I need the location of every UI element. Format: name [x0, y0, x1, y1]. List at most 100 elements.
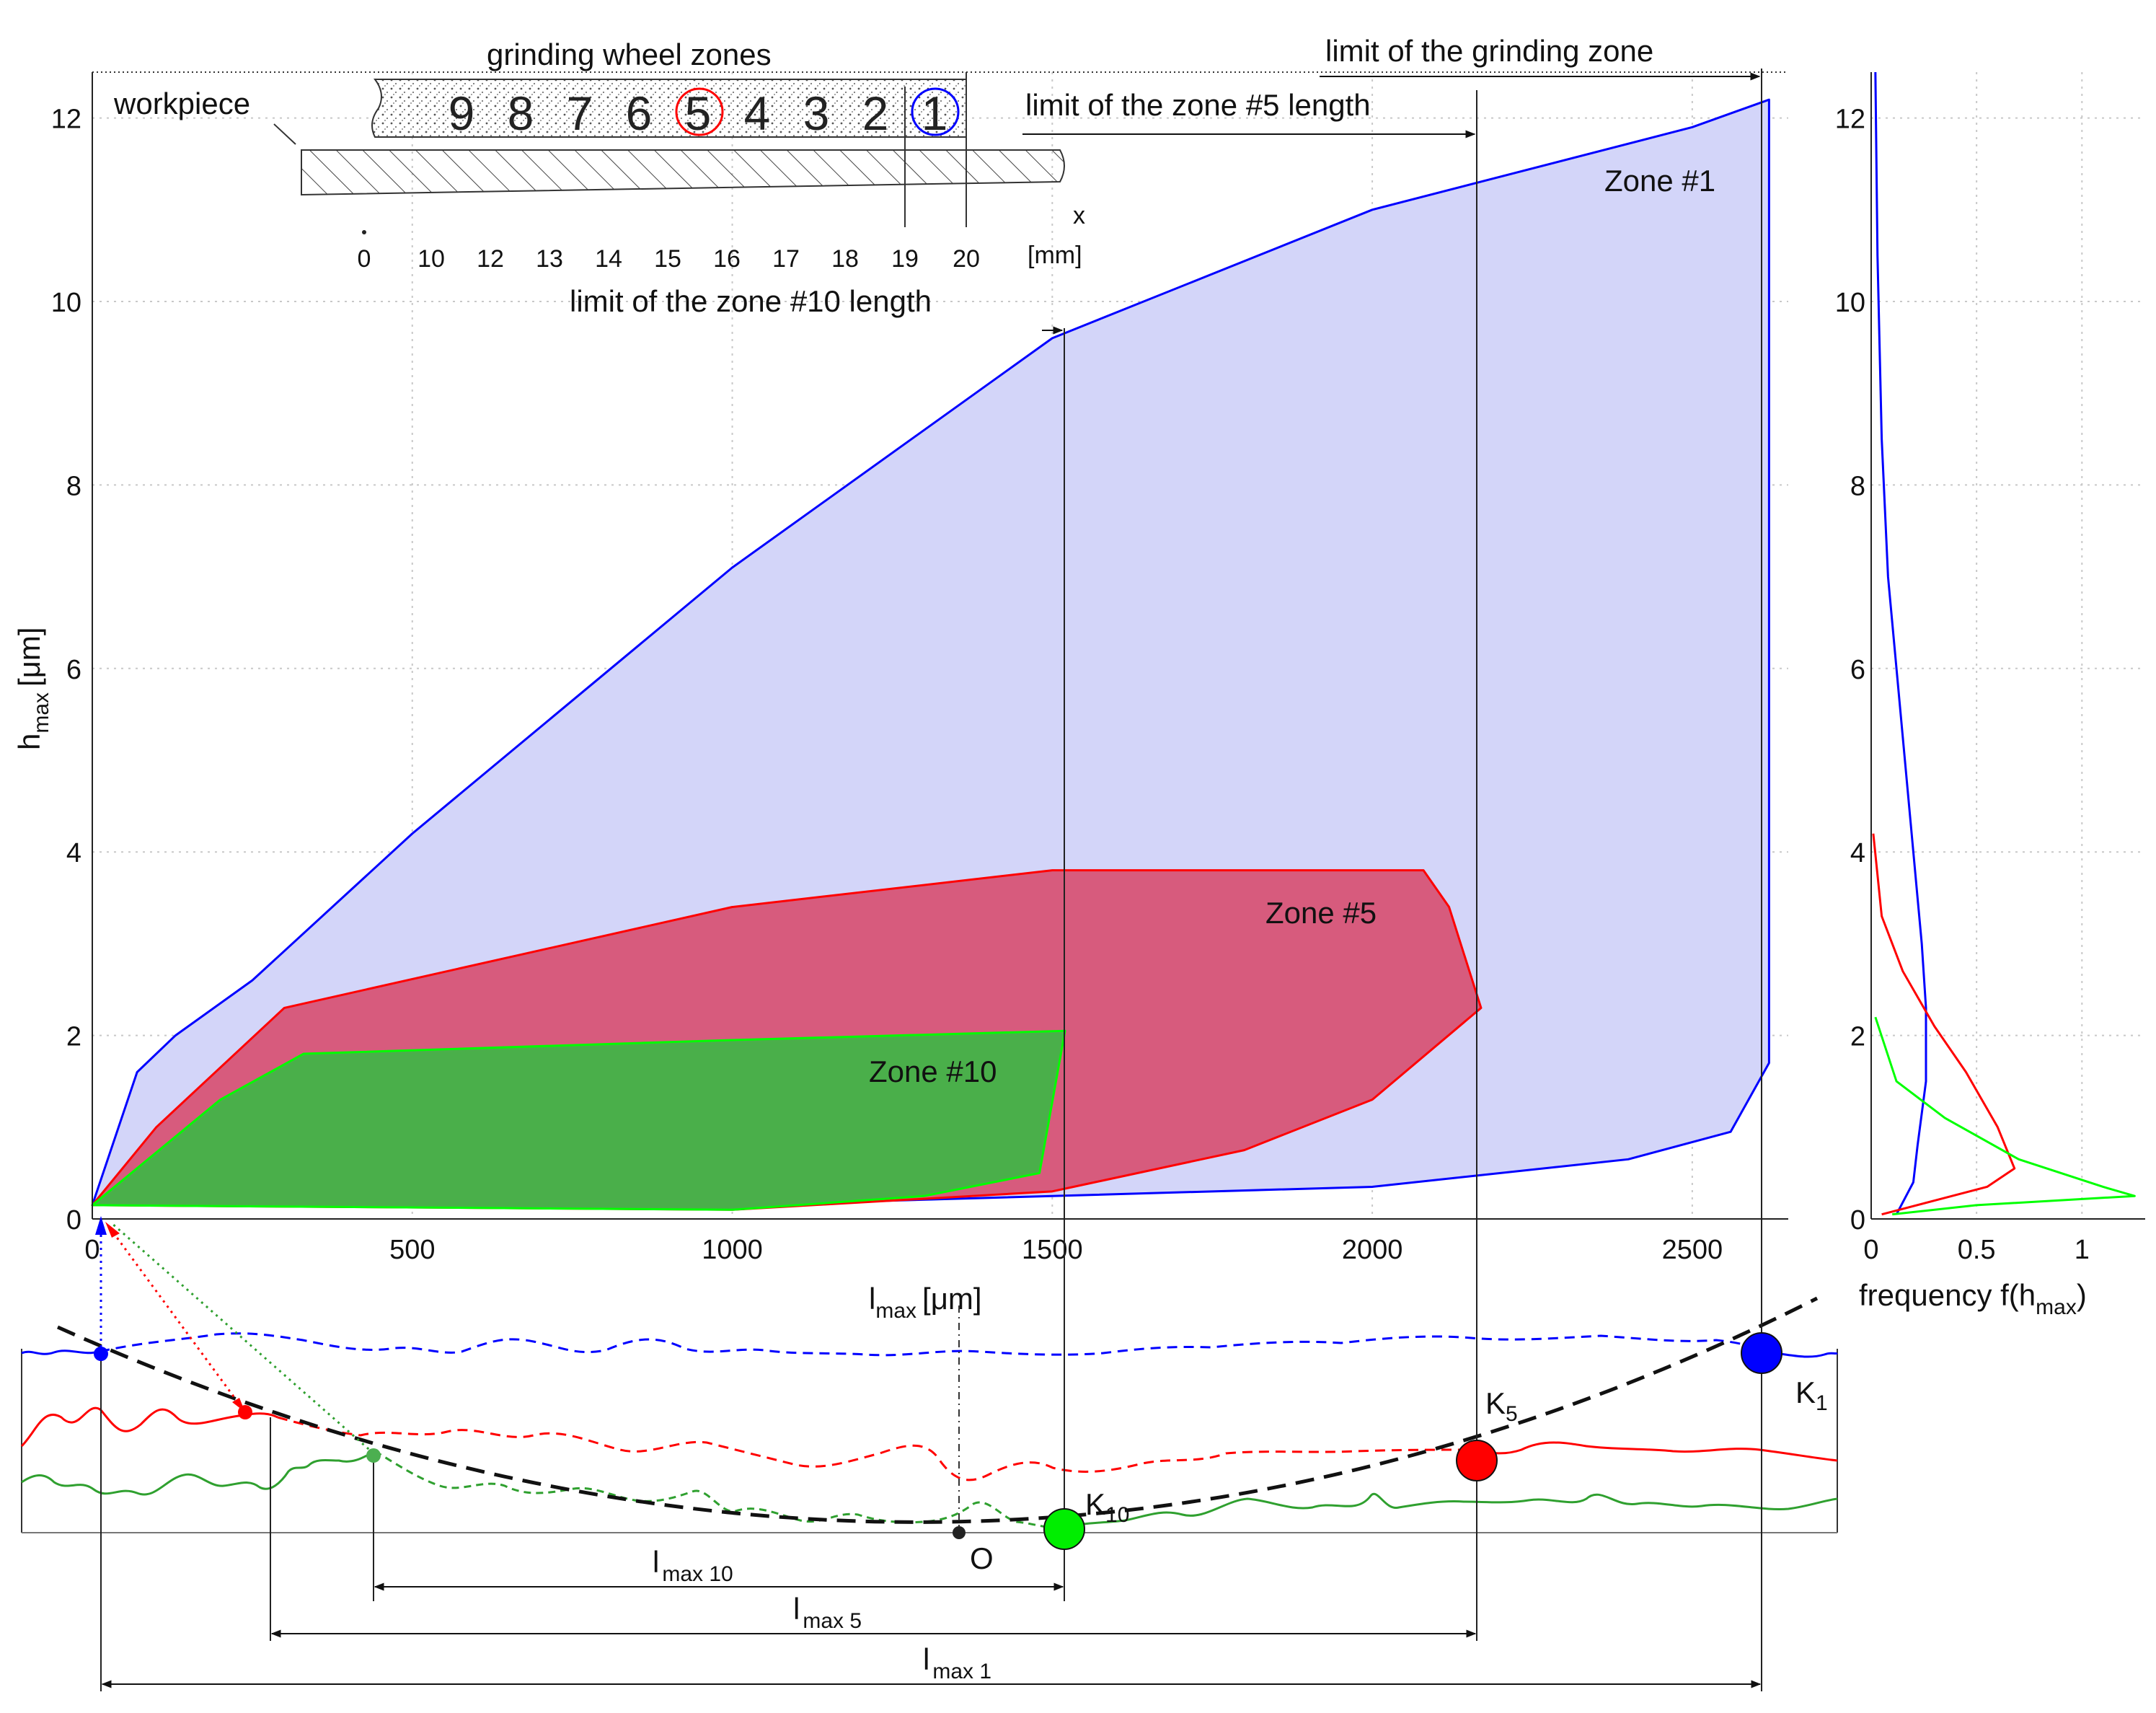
point-k1 [1741, 1332, 1782, 1374]
inset-origin-dot [362, 230, 366, 234]
side-y-tick-label: 10 [1835, 288, 1865, 318]
inset-scale-tick: 19 [891, 245, 919, 273]
side-series [1872, 71, 2136, 1216]
inset-scale-tick: 0 [358, 245, 371, 273]
side-axes [1870, 72, 2145, 1220]
red-profile-right [1467, 1441, 1838, 1462]
red-profile-dashed [277, 1416, 1468, 1481]
workpiece-leader [273, 123, 296, 145]
red-arrowhead-top [105, 1222, 120, 1238]
blue-start-dot [94, 1347, 108, 1361]
limit-grinding-zone-text: limit of the grinding zone [1325, 34, 1653, 68]
inset-scale-tick: 17 [772, 245, 800, 273]
inset-scale-ticks: 0 10 12 13 14 15 16 17 18 19 20 [358, 230, 980, 273]
freq-line-zone10 [1874, 1016, 2136, 1216]
side-y-tick-label: 0 [1850, 1205, 1865, 1236]
inset-scale-tick: 14 [595, 245, 622, 273]
zone5-label: Zone #5 [1265, 896, 1377, 930]
point-k10 [1043, 1508, 1085, 1550]
label-k1: K1 [1795, 1375, 1828, 1415]
zone-number: 6 [626, 87, 653, 140]
side-grid [1871, 72, 2145, 1219]
x-axis-label: lmax [μm] [869, 1282, 982, 1323]
zone-areas [91, 98, 1770, 1211]
red-start-dot [238, 1405, 252, 1419]
side-x-tick-label: 0 [1863, 1235, 1878, 1265]
zone5-ring [675, 87, 724, 136]
label-k10: K10 [1085, 1487, 1129, 1527]
side-y-ticks: 0 2 4 6 8 10 12 [1835, 105, 1865, 1236]
zone-area-10 [91, 1029, 1066, 1211]
label-lmax5: l max 5 [793, 1592, 862, 1633]
freq-line-zone1 [1874, 71, 1927, 1215]
side-x-ticks: 0 0.5 1 [1863, 1235, 2089, 1265]
main-x-tick-label: 0 [84, 1235, 100, 1265]
limit-zone10-text: limit of the zone #10 length [570, 284, 932, 318]
side-y-tick-label: 4 [1850, 838, 1865, 868]
zone-number: 4 [744, 87, 771, 140]
limit-zone5-text: limit of the zone #5 length [1025, 88, 1371, 122]
main-y-tick-label: 8 [66, 471, 81, 501]
blue-arrowhead [95, 1216, 107, 1235]
side-y-tick-label: 2 [1850, 1022, 1865, 1052]
main-axes [92, 72, 1788, 1220]
inset-scale-tick: 15 [654, 245, 681, 273]
label-o: O [970, 1541, 994, 1575]
main-y-tick-label: 12 [51, 105, 81, 135]
side-x-tick-label: 0.5 [1958, 1235, 1996, 1265]
zone-number: 5 [685, 87, 712, 140]
inset-scale-tick: 16 [713, 245, 741, 273]
red-dotted-link [108, 1227, 247, 1413]
y-axis-label: hmax[μm] [12, 627, 53, 750]
surface-profile-schematic: K1 K5 K10 O l max 10 l max 5 l max 1 [20, 1216, 1838, 1691]
side-x-tick-label: 1 [2075, 1235, 2090, 1265]
workpiece-label: workpiece [113, 87, 250, 120]
inset-axis-x: x [1073, 202, 1085, 229]
zone-number: 1 [922, 87, 948, 140]
zone-number: 9 [449, 87, 475, 140]
label-lmax10: l max 10 [653, 1545, 733, 1586]
green-profile-right [1059, 1492, 1838, 1531]
side-y-tick-label: 6 [1850, 655, 1865, 685]
inset-scale-tick: 12 [477, 245, 504, 273]
zone1-ring [911, 87, 960, 136]
main-x-tick-label: 500 [389, 1235, 435, 1265]
main-x-ticks: 0 500 1000 1500 2000 2500 [84, 1235, 1723, 1265]
main-y-tick-label: 2 [66, 1022, 81, 1052]
green-profile-dashed [374, 1450, 1061, 1531]
zone10-label: Zone #10 [869, 1054, 997, 1088]
side-x-axis-label: frequency f(hmax) [1859, 1278, 2087, 1319]
blue-profile-dashed [99, 1332, 1776, 1357]
side-y-tick-label: 8 [1850, 471, 1865, 501]
workpiece-body [301, 149, 1065, 196]
main-y-ticks: 0 2 4 6 8 10 12 [51, 105, 81, 1236]
green-profile-left [21, 1450, 376, 1496]
inset-scale-tick: 10 [417, 245, 445, 273]
main-y-tick-label: 0 [66, 1205, 81, 1236]
label-k5: K5 [1485, 1386, 1518, 1426]
main-x-tick-label: 2000 [1342, 1235, 1403, 1265]
side-y-tick-label: 12 [1835, 105, 1865, 135]
red-profile-left [20, 1406, 278, 1448]
inset-scale-tick: 18 [831, 245, 859, 273]
main-x-tick-label: 2500 [1662, 1235, 1723, 1265]
label-lmax1: l max 1 [923, 1642, 991, 1683]
freq-line-zone5 [1872, 833, 2016, 1216]
point-k5 [1456, 1440, 1498, 1481]
main-y-tick-label: 4 [66, 838, 81, 868]
zone-number: 3 [803, 87, 830, 140]
main-x-tick-label: 1500 [1022, 1235, 1083, 1265]
inset-title: grinding wheel zones [487, 38, 772, 71]
zone1-label: Zone #1 [1604, 164, 1715, 198]
blue-profile-left [21, 1349, 100, 1355]
green-start-dot [366, 1448, 381, 1463]
main-x-tick-label: 1000 [702, 1235, 763, 1265]
zone-number: 8 [508, 87, 534, 140]
blue-profile-right [1775, 1352, 1838, 1358]
inset-scale-tick: 13 [536, 245, 563, 273]
